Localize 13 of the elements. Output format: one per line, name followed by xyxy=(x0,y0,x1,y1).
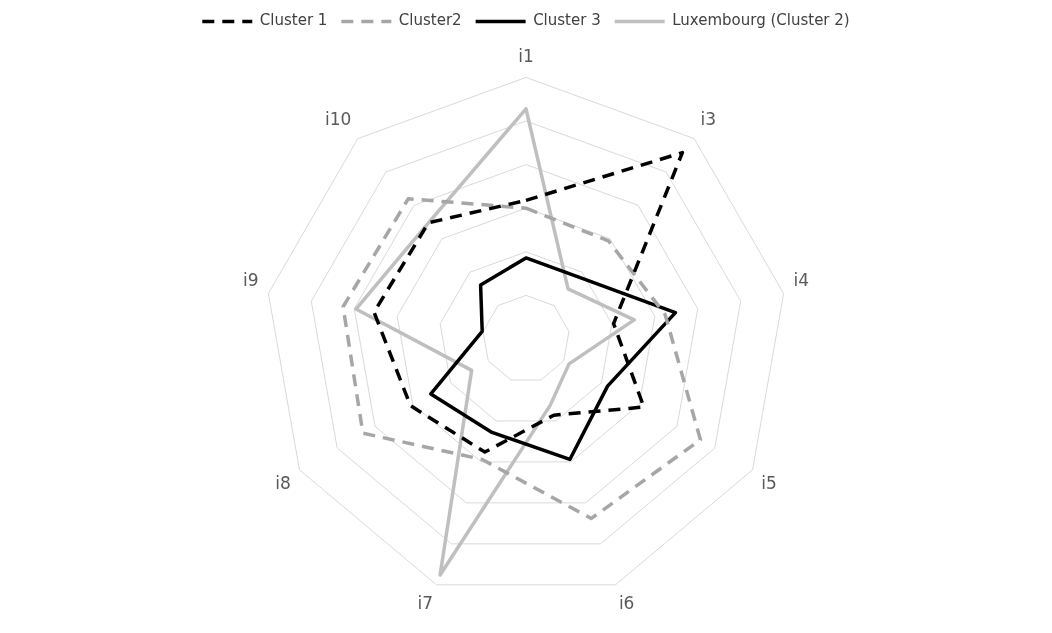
spoke-label: i7 xyxy=(417,592,434,613)
spoke-label: i10 xyxy=(325,109,352,130)
legend-label: Cluster 3 xyxy=(533,11,601,30)
spoke-label: i5 xyxy=(761,473,777,494)
spoke-label: i9 xyxy=(242,270,259,291)
legend-label: Luxembourg (Cluster 2) xyxy=(672,11,850,30)
spoke-label: i6 xyxy=(618,592,635,613)
spoke-label: i8 xyxy=(275,473,291,494)
legend-label: Cluster2 xyxy=(398,11,462,30)
legend-label: Cluster 1 xyxy=(259,11,328,30)
spoke-label: i3 xyxy=(700,109,717,130)
spoke-label: i4 xyxy=(793,270,810,291)
spoke-label: i1 xyxy=(518,45,534,66)
